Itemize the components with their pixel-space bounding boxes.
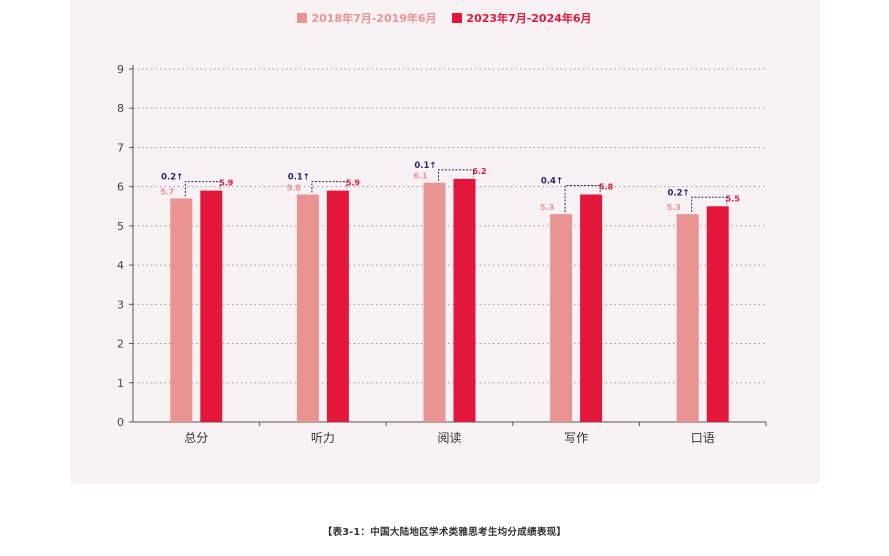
delta-label: 0.1↑: [288, 173, 310, 183]
y-tick-label: 6: [117, 181, 124, 194]
delta-label: 0.2↑: [668, 188, 690, 198]
legend-swatch-series2: [452, 13, 463, 23]
legend-label-series1: 2018年7月-2019年6月: [311, 12, 437, 25]
y-tick-label: 4: [117, 259, 124, 272]
delta-connector: [691, 196, 728, 213]
bar-series1: [676, 214, 699, 422]
y-tick-label: 8: [117, 102, 124, 115]
y-tick-label: 1: [117, 377, 124, 390]
data-label-series2: 5.9: [219, 179, 234, 188]
data-label-series1: 5.3: [540, 203, 554, 212]
x-tick-label: 总分: [184, 431, 208, 445]
delta-connector: [184, 181, 221, 197]
y-tick-label: 3: [117, 298, 124, 311]
bar-series2: [580, 194, 603, 422]
delta-connector: [311, 181, 348, 193]
x-tick-label: 口语: [691, 431, 715, 445]
data-label-series1: 5.7: [160, 187, 174, 196]
legend-item-series2: 2023年7月-2024年6月: [452, 10, 592, 26]
x-tick-label: 阅读: [437, 431, 461, 445]
data-label-series1: 5.3: [667, 203, 681, 212]
bar-series1: [423, 182, 446, 422]
bar-series1: [296, 194, 319, 422]
bar-series1: [170, 198, 193, 422]
delta-label: 0.1↑: [414, 161, 436, 171]
data-label-series1: 6.1: [413, 172, 428, 181]
x-tick-label: 写作: [564, 431, 588, 445]
y-tick-label: 7: [117, 141, 124, 154]
bar-series1: [550, 214, 573, 422]
x-tick-label: 听力: [311, 431, 335, 445]
delta-label: 0.4↑: [541, 177, 563, 187]
data-label-series2: 5.9: [346, 179, 361, 188]
legend-swatch-series1: [297, 13, 308, 23]
bar-series2: [706, 206, 729, 422]
delta-label: 0.2↑: [161, 173, 183, 183]
bar-series2: [200, 190, 223, 422]
y-tick-label: 0: [117, 416, 124, 429]
bar-series2: [453, 178, 476, 422]
legend-label-series2: 2023年7月-2024年6月: [466, 12, 592, 25]
legend: 2018年7月-2019年6月 2023年7月-2024年6月: [0, 10, 889, 26]
y-tick-label: 2: [117, 338, 124, 351]
data-label-series2: 5.8: [599, 183, 614, 192]
chart-caption: 【表3-1：中国大陆地区学术类雅思考生均分成绩表现】: [322, 527, 567, 538]
delta-connector: [438, 169, 474, 181]
bar-series2: [326, 190, 349, 422]
y-tick-label: 5: [117, 220, 124, 233]
data-label-series2: 5.5: [726, 194, 741, 203]
data-label-series1: 5.8: [287, 184, 302, 193]
y-tick-label: 9: [117, 63, 124, 76]
legend-item-series1: 2018年7月-2019年6月: [297, 10, 437, 26]
data-label-series2: 6.2: [472, 167, 486, 176]
